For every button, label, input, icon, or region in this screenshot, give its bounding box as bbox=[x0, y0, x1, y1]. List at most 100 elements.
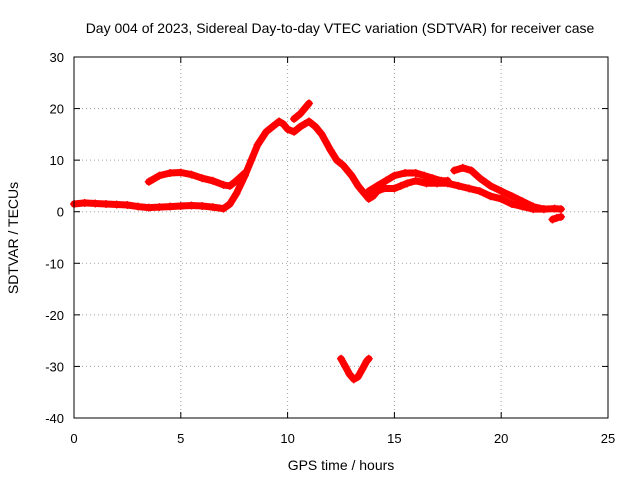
series-band bbox=[337, 355, 373, 383]
data-point bbox=[80, 198, 89, 207]
data-point bbox=[176, 202, 185, 211]
x-tick-label: 0 bbox=[70, 431, 77, 446]
data-point bbox=[219, 204, 228, 213]
data-point bbox=[381, 176, 390, 185]
data-point bbox=[279, 120, 288, 129]
data-point bbox=[187, 201, 196, 210]
data-point bbox=[198, 202, 207, 211]
data-point bbox=[112, 200, 121, 209]
data-point bbox=[390, 171, 399, 180]
data-point bbox=[225, 199, 234, 208]
data-point bbox=[232, 176, 241, 185]
data-point bbox=[283, 125, 292, 134]
data-series bbox=[450, 163, 548, 214]
data-point bbox=[166, 169, 175, 178]
y-tick-label: -40 bbox=[45, 411, 64, 426]
data-point bbox=[529, 202, 538, 211]
data-point bbox=[225, 181, 234, 190]
data-point bbox=[304, 99, 313, 108]
data-point bbox=[349, 375, 358, 384]
x-tick-label: 20 bbox=[494, 431, 508, 446]
data-point bbox=[123, 201, 132, 210]
data-point bbox=[290, 114, 299, 123]
data-point bbox=[219, 180, 228, 189]
data-point bbox=[304, 117, 313, 126]
data-point bbox=[475, 174, 484, 183]
data-point bbox=[422, 179, 431, 188]
y-tick-label: -10 bbox=[45, 256, 64, 271]
data-point bbox=[332, 156, 341, 165]
data-point bbox=[467, 166, 476, 175]
data-point bbox=[339, 161, 348, 170]
data-point bbox=[317, 130, 326, 139]
data-point bbox=[507, 199, 516, 208]
y-axis-label: SDTVAR / TECUs bbox=[5, 182, 21, 294]
data-point bbox=[443, 176, 452, 185]
data-point bbox=[364, 194, 373, 203]
data-point bbox=[507, 192, 516, 201]
data-point bbox=[475, 187, 484, 196]
data-series bbox=[290, 99, 313, 123]
data-series bbox=[364, 169, 452, 196]
data-point bbox=[240, 169, 249, 178]
y-tick-label: 20 bbox=[50, 102, 64, 117]
chart-title: Day 004 of 2023, Sidereal Day-to-day VTE… bbox=[86, 20, 595, 36]
x-tick-label: 10 bbox=[280, 431, 294, 446]
grid-layer bbox=[74, 57, 608, 418]
data-point bbox=[144, 177, 153, 186]
data-point bbox=[465, 184, 474, 193]
data-point bbox=[300, 120, 309, 129]
data-point bbox=[155, 203, 164, 212]
y-tick-label: -20 bbox=[45, 308, 64, 323]
data-point bbox=[345, 370, 354, 379]
data-series bbox=[70, 117, 566, 214]
data-point bbox=[364, 354, 373, 363]
data-point bbox=[373, 181, 382, 190]
data-point bbox=[296, 122, 305, 131]
data-point bbox=[144, 203, 153, 212]
series-band bbox=[450, 164, 548, 213]
data-point bbox=[518, 197, 527, 206]
data-point bbox=[311, 122, 320, 131]
data-point bbox=[557, 205, 566, 214]
data-point bbox=[403, 179, 412, 188]
data-point bbox=[290, 127, 299, 136]
data-point bbox=[232, 189, 241, 198]
data-point bbox=[557, 212, 566, 221]
data-point bbox=[176, 168, 185, 177]
data-point bbox=[326, 145, 335, 154]
data-point bbox=[347, 171, 356, 180]
data-point bbox=[253, 140, 262, 149]
data-point bbox=[187, 170, 196, 179]
data-point bbox=[296, 109, 305, 118]
x-tick-label: 25 bbox=[601, 431, 615, 446]
x-tick-label: 15 bbox=[387, 431, 401, 446]
data-point bbox=[497, 194, 506, 203]
data-point bbox=[247, 156, 256, 165]
data-point bbox=[369, 192, 378, 201]
data-point bbox=[198, 174, 207, 183]
data-point bbox=[497, 187, 506, 196]
data-point bbox=[341, 362, 350, 371]
data-point bbox=[134, 202, 143, 211]
y-tick-label: -30 bbox=[45, 359, 64, 374]
data-series bbox=[144, 168, 249, 190]
data-point bbox=[486, 181, 495, 190]
data-point bbox=[337, 354, 345, 363]
y-tick-label: 0 bbox=[57, 205, 64, 220]
data-point bbox=[428, 174, 437, 183]
data-point bbox=[208, 176, 217, 185]
data-point bbox=[91, 199, 100, 208]
data-point bbox=[411, 176, 420, 185]
axis-layer: 0 5 10 15 20 25 -40 -30 -20 -10 0 10 20 30 bbox=[45, 50, 615, 446]
data-point bbox=[390, 184, 399, 193]
data-point bbox=[262, 127, 271, 136]
data-layer bbox=[70, 99, 566, 384]
series-band bbox=[365, 169, 452, 195]
data-point bbox=[396, 181, 405, 190]
data-point bbox=[275, 117, 284, 126]
data-point bbox=[450, 166, 459, 175]
data-point bbox=[102, 199, 111, 208]
series-band bbox=[290, 99, 313, 123]
plot-frame bbox=[73, 56, 609, 419]
